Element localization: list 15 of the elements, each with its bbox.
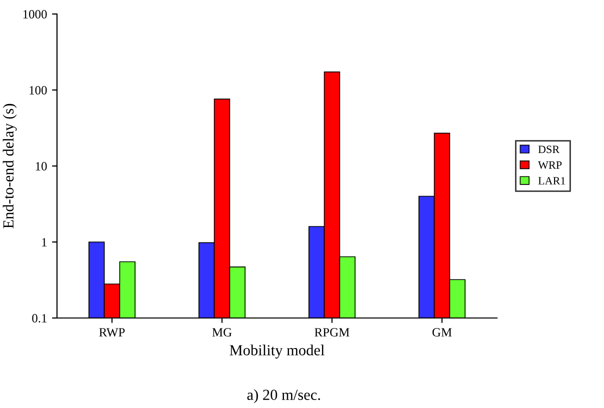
- y-tick-label: 1: [42, 238, 47, 246]
- legend-label: WRP: [538, 161, 562, 169]
- legend-label: LAR1: [538, 177, 566, 184]
- y-tick-label: 1000: [23, 10, 47, 18]
- x-tick-label: RWP: [99, 328, 125, 337]
- y-axis-title: End-to-end delay (s): [2, 104, 17, 228]
- text: a) 20 m/sec.: [247, 389, 320, 404]
- x-tick-label: GM: [432, 328, 452, 337]
- y-tick-label: 100: [30, 86, 47, 94]
- legend-label: DSR: [538, 146, 560, 154]
- x-axis-title: Mobility model: [230, 344, 324, 359]
- y-tick-label: 10: [36, 162, 47, 170]
- x-tick-label: MG: [212, 328, 232, 337]
- y-tick-label: 0.1: [32, 314, 47, 323]
- x-tick-label: RPGM: [314, 328, 350, 337]
